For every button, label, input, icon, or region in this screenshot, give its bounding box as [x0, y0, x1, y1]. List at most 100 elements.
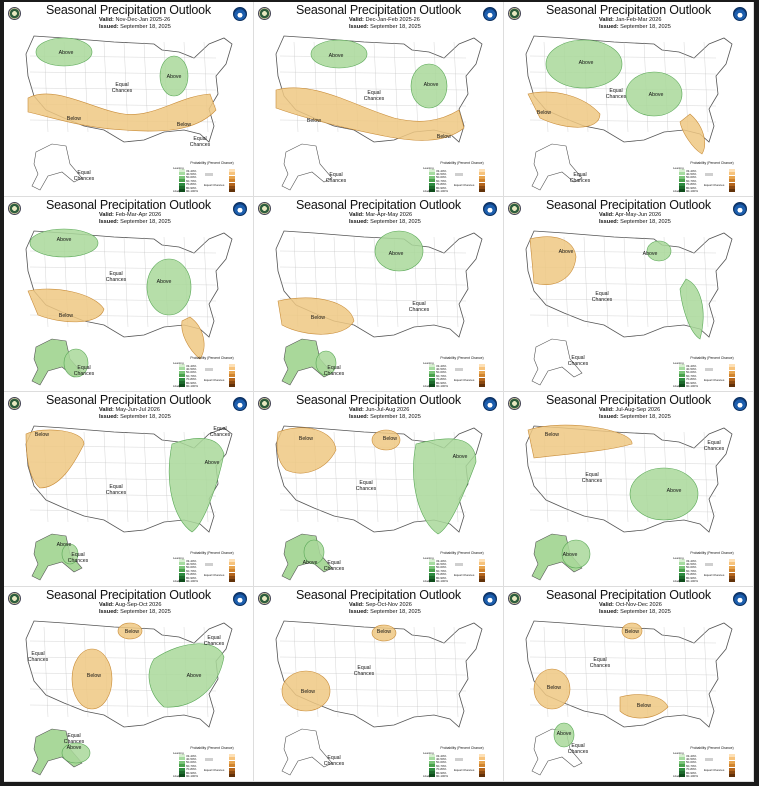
legend-bin-label: 90-100%	[436, 189, 449, 193]
region-label: Chances	[204, 641, 225, 647]
valid-value: Aug-Sep-Oct 2026	[115, 602, 162, 608]
probability-legend: Probability (Percent Chance) 33-40% 40-50%…	[173, 551, 251, 584]
region-label: Equal	[109, 484, 122, 490]
below-normal-region	[527, 424, 633, 459]
legend-swatch	[479, 572, 485, 576]
noaa-cpc-seal-icon	[258, 7, 271, 20]
probability-legend: Probability (Percent Chance) 33-40% 40-50%…	[173, 356, 251, 389]
legend-bin-label: 33-40%	[436, 168, 447, 173]
outlook-panel: Seasonal Precipitation Outlook Valid: Oct…	[504, 587, 754, 782]
legend-swatch	[429, 186, 435, 189]
region-label: Equal	[327, 365, 340, 371]
region-label: Below	[59, 313, 73, 319]
legend-bin-label: 90-100%	[436, 384, 449, 388]
legend-title: Probability (Percent Chance)	[190, 551, 234, 555]
legend-swatch	[479, 189, 485, 193]
legend-swatch	[679, 771, 685, 774]
legend-swatch	[729, 774, 735, 778]
region-label: Chances	[112, 88, 133, 94]
legend-bin-label: 60-70%	[686, 763, 697, 768]
legend-bin-label: 60-70%	[436, 373, 447, 378]
legend-bin-label: 90-100%	[436, 579, 449, 583]
legend-swatch	[679, 754, 685, 757]
valid-value: Jan-Feb-Mar 2026	[615, 17, 662, 23]
alaska-outline	[281, 338, 333, 386]
legend-swatch	[729, 767, 735, 771]
legend-bin-label: 50-60%	[436, 760, 447, 765]
legend-swatch	[679, 377, 685, 381]
legend-swatch	[179, 189, 185, 193]
valid-issued-block: Valid: Sep-Oct-Nov 2026 Issued: September…	[349, 602, 421, 616]
region-label: Equal	[115, 82, 128, 88]
above-normal-region	[374, 230, 424, 272]
legend-swatch	[479, 186, 485, 189]
legend-swatch	[429, 182, 435, 186]
legend-swatch	[229, 172, 235, 176]
region-label: Chances	[590, 663, 611, 669]
issued-value: September 18, 2025	[370, 24, 421, 30]
legend-title: Probability (Percent Chance)	[190, 161, 234, 165]
alaska-outline	[531, 338, 583, 386]
legend-likely-label: Likely	[173, 774, 181, 778]
legend-bin-label: 33-40%	[686, 363, 697, 368]
legend-bin-label: 60-70%	[186, 373, 197, 378]
probability-legend: Probability (Percent Chance) 33-40% 40-50%…	[673, 551, 751, 584]
valid-issued-block: Valid: Jun-Jul-Aug 2026 Issued: September…	[349, 407, 421, 421]
alaska-outline	[31, 728, 83, 776]
outlook-panel: Seasonal Precipitation Outlook Valid: Mar…	[254, 197, 504, 392]
outlook-panel: Seasonal Precipitation Outlook Valid: Jun…	[254, 392, 504, 587]
legend-swatch	[179, 172, 185, 176]
region-label: Below	[377, 629, 391, 635]
legend-swatch	[179, 771, 185, 774]
issued-label: Issued:	[99, 24, 119, 30]
above-normal-region	[61, 543, 79, 565]
region-label: Below	[125, 629, 139, 635]
region-label: Equal	[327, 560, 340, 566]
valid-value: May-Jun-Jul 2026	[115, 407, 160, 413]
legend-swatch	[679, 189, 685, 193]
legend-swatch	[729, 179, 735, 183]
region-label: Chances	[606, 94, 627, 100]
above-normal-region	[553, 722, 575, 748]
issued-label: Issued:	[99, 414, 119, 420]
region-label: Equal	[573, 172, 586, 178]
above-normal-region	[63, 348, 89, 378]
legend-swatch	[679, 374, 685, 378]
legend-swatch	[479, 569, 485, 573]
legend-swatch	[679, 367, 685, 371]
legend-swatch	[229, 757, 235, 761]
legend-title: Probability (Percent Chance)	[690, 356, 734, 360]
legend-swatch	[229, 186, 235, 189]
legend-bin-label: 80-90%	[186, 380, 197, 385]
legend-bin-label: 70-80%	[686, 182, 697, 187]
legend-swatch	[729, 757, 735, 761]
legend-bin-label: 33-40%	[436, 558, 447, 563]
issued-label: Issued:	[599, 414, 619, 420]
legend-bin-label: 80-90%	[686, 185, 697, 190]
legend-swatch	[479, 377, 485, 381]
issued-label: Issued:	[599, 24, 619, 30]
legend-leaning-label: Leaning	[673, 165, 684, 170]
region-label: Equal	[71, 552, 84, 558]
legend-bin-label: 33-40%	[686, 558, 697, 563]
noaa-logo-icon	[483, 202, 497, 216]
below-normal-region	[275, 87, 465, 141]
legend-swatch	[679, 767, 685, 771]
region-label: Chances	[68, 558, 89, 564]
noaa-logo-icon	[733, 7, 747, 21]
region-label: Above	[167, 74, 182, 80]
legend-likely-label: Likely	[423, 579, 431, 583]
legend-swatch	[729, 175, 735, 179]
legend-swatch	[479, 179, 485, 183]
legend-swatch	[179, 364, 185, 367]
legend-swatch	[679, 175, 685, 179]
legend-swatch	[179, 377, 185, 381]
panel-title: Seasonal Precipitation Outlook	[546, 198, 711, 212]
region-label: Above	[205, 460, 220, 466]
below-normal-region	[621, 622, 643, 640]
valid-label: Valid:	[599, 407, 614, 413]
valid-label: Valid:	[349, 17, 364, 23]
